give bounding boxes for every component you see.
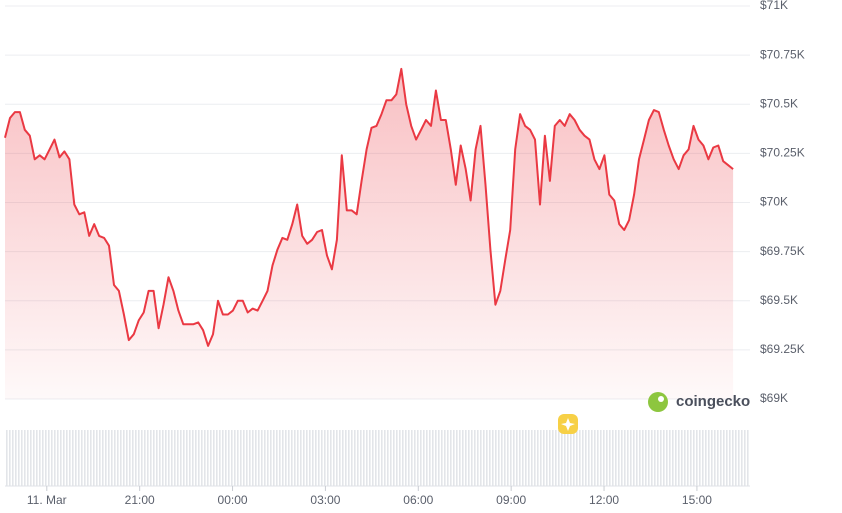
y-tick-label: $69.25K xyxy=(760,342,805,356)
price-area xyxy=(5,68,734,400)
x-tick-label: 21:00 xyxy=(125,493,155,507)
y-tick-label: $71K xyxy=(760,0,788,12)
y-tick-label: $69.75K xyxy=(760,244,805,258)
y-tick-label: $69K xyxy=(760,391,788,405)
x-tick-label: 06:00 xyxy=(403,493,433,507)
y-tick-label: $70K xyxy=(760,195,788,209)
x-tick-label: 11. Mar xyxy=(27,493,67,507)
watermark-text: coingecko xyxy=(676,393,750,410)
logo-eye xyxy=(658,396,664,402)
y-tick-label: $70.25K xyxy=(760,146,805,160)
y-tick-label: $69.5K xyxy=(760,293,798,307)
y-tick-label: $70.75K xyxy=(760,47,805,61)
logo-icon xyxy=(648,392,668,412)
watermark: coingecko xyxy=(648,392,750,412)
event-star xyxy=(561,418,575,431)
x-tick-label: 03:00 xyxy=(310,493,340,507)
event-marker xyxy=(558,414,578,434)
y-tick-label: $70.5K xyxy=(760,96,798,110)
volume-band xyxy=(5,430,750,486)
x-tick-label: 00:00 xyxy=(218,493,248,507)
price-line xyxy=(4,67,734,347)
x-tick-label: 15:00 xyxy=(682,493,712,507)
x-tick-label: 09:00 xyxy=(496,493,526,507)
x-tick-label: 12:00 xyxy=(589,493,619,507)
